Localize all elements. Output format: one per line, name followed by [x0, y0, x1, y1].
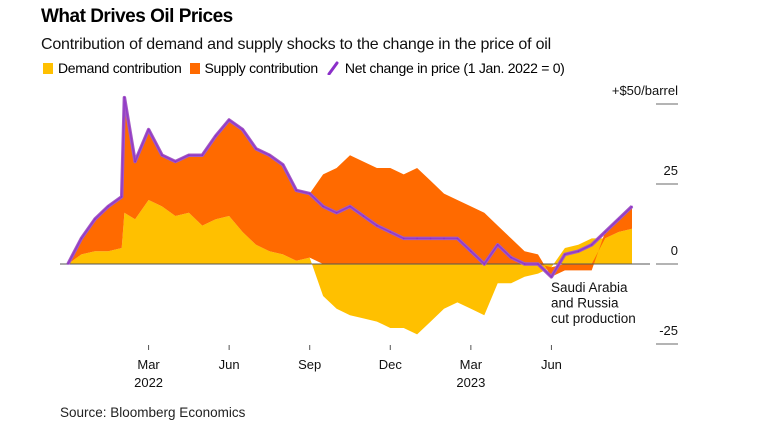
annotation-text: Saudi Arabia: [551, 280, 628, 295]
chart-title: What Drives Oil Prices: [41, 6, 233, 27]
net-change-point: [402, 237, 405, 240]
net-change-point: [389, 231, 392, 233]
net-change-point: [443, 237, 445, 240]
net-change-point: [228, 119, 230, 121]
source-note: Source: Bloomberg Economics: [60, 405, 246, 420]
net-change-point: [80, 237, 83, 240]
net-change-point: [308, 192, 311, 195]
x-tick-label: Mar: [460, 357, 483, 372]
legend-item-demand: Demand contribution: [43, 60, 182, 76]
x-tick-label: Jun: [541, 357, 562, 372]
net-change-point: [349, 205, 351, 208]
net-change-point: [523, 263, 526, 265]
net-change-point: [161, 154, 163, 156]
legend-label-net: Net change in price (1 Jan. 2022 = 0): [344, 60, 565, 76]
y-tick-label: +$50/barrel: [612, 83, 678, 98]
net-change-point: [255, 148, 257, 150]
legend-line-icon-net: [327, 61, 339, 75]
legend: Demand contribution Supply contribution …: [43, 60, 573, 76]
y-tick-label: 25: [664, 163, 678, 178]
x-tick-year-label: 2022: [134, 375, 163, 390]
net-change-point: [631, 205, 633, 208]
net-change-point: [376, 224, 378, 227]
net-change-point: [335, 212, 338, 214]
net-change-point: [590, 244, 593, 246]
net-change-point: [123, 96, 126, 99]
net-change-point: [147, 128, 150, 131]
net-change-point: [470, 250, 472, 252]
net-change-point: [537, 263, 539, 265]
legend-item-net: Net change in price (1 Jan. 2022 = 0): [326, 60, 565, 76]
net-change-point: [577, 250, 580, 252]
demand-area: [68, 200, 632, 335]
supply-area: [68, 97, 632, 277]
net-change-point: [268, 154, 271, 156]
net-change-point: [510, 256, 512, 259]
annotation-text: cut production: [551, 311, 636, 326]
net-change-point: [550, 276, 553, 278]
net-change-point: [429, 237, 432, 240]
net-change-point: [416, 237, 418, 240]
chart-subtitle: Contribution of demand and supply shocks…: [41, 36, 551, 53]
net-change-point: [241, 128, 244, 131]
x-tick-label: Dec: [379, 357, 403, 372]
x-tick-label: Jun: [219, 357, 240, 372]
net-change-point: [201, 154, 204, 156]
net-change-point: [134, 160, 136, 163]
net-change-point: [107, 205, 110, 208]
net-change-point: [483, 263, 486, 265]
net-change-point: [362, 215, 365, 217]
legend-label-demand: Demand contribution: [58, 60, 182, 76]
net-change-line-core: [67, 96, 633, 278]
y-tick-label: -25: [659, 323, 678, 338]
legend-label-supply: Supply contribution: [204, 60, 319, 76]
net-change-point: [564, 253, 566, 256]
net-change-point: [604, 231, 606, 233]
net-change-point: [496, 244, 499, 246]
y-tick-label: 0: [671, 243, 678, 258]
net-change-point: [188, 154, 190, 156]
net-change-point: [322, 205, 324, 208]
x-tick-label: Mar: [137, 357, 160, 372]
net-change-point: [67, 263, 69, 265]
net-change-point: [617, 218, 620, 220]
net-change-point: [282, 164, 284, 166]
net-change-point: [295, 189, 298, 192]
legend-swatch-demand: [43, 62, 53, 74]
net-change-point: [214, 135, 217, 137]
annotation-text: and Russia: [551, 296, 619, 311]
x-tick-label: Sep: [298, 357, 321, 372]
legend-item-supply: Supply contribution: [189, 60, 319, 76]
net-change-point: [94, 218, 96, 220]
legend-swatch-supply: [189, 62, 200, 74]
net-change-point: [120, 196, 123, 198]
net-change-point: [174, 160, 177, 163]
net-change-point: [456, 237, 459, 240]
x-tick-year-label: 2023: [456, 375, 485, 390]
